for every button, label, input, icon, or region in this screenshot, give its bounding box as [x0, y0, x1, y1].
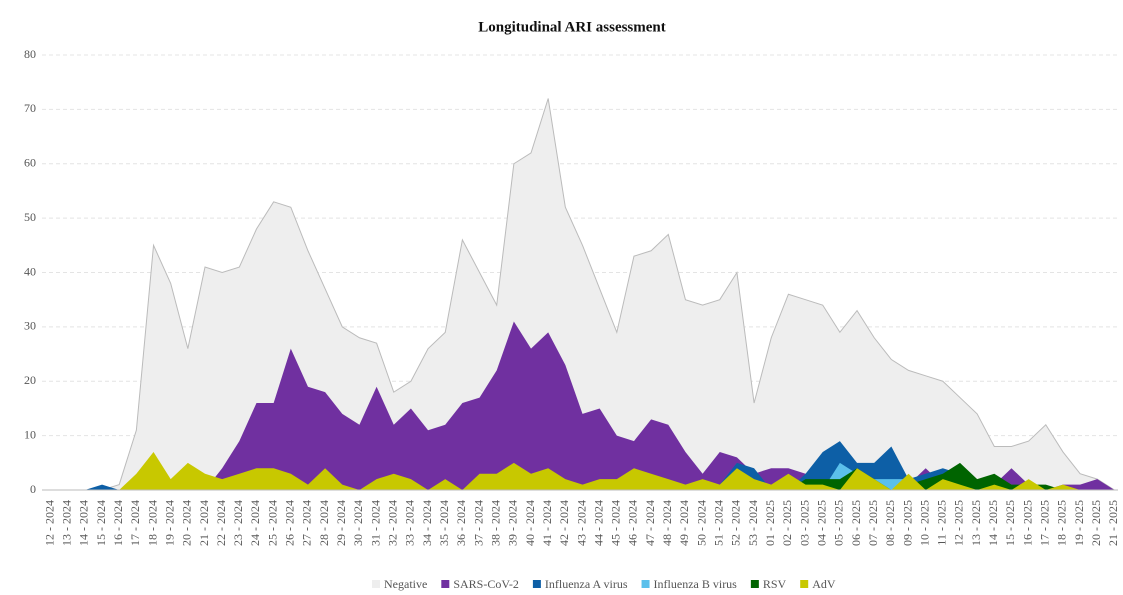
- x-tick-label: 44 - 2024: [591, 500, 605, 546]
- x-tick-label: 46 - 2024: [626, 500, 640, 546]
- legend-label: Influenza B virus: [654, 577, 738, 591]
- x-tick-label: 40 - 2024: [523, 500, 537, 546]
- y-tick-label: 20: [24, 373, 36, 387]
- x-tick-label: 51 - 2024: [712, 500, 726, 546]
- x-tick-label: 13 - 2024: [59, 500, 73, 546]
- x-tick-label: 34 - 2024: [420, 500, 434, 546]
- x-tick-label: 50 - 2024: [694, 500, 708, 546]
- x-tick-label: 37 - 2024: [471, 500, 485, 546]
- x-tick-label: 22 - 2024: [214, 500, 228, 546]
- x-tick-label: 21 - 2025: [1106, 500, 1120, 546]
- legend-swatch: [800, 580, 809, 588]
- x-tick-label: 12 - 2025: [952, 500, 966, 546]
- legend-swatch: [532, 580, 541, 588]
- legend-label: SARS-CoV-2: [453, 577, 519, 591]
- x-tick-label: 27 - 2024: [300, 500, 314, 546]
- x-tick-label: 01 - 2025: [763, 500, 777, 546]
- x-tick-label: 21 - 2024: [197, 500, 211, 546]
- x-tick-label: 16 - 2025: [1020, 500, 1034, 546]
- y-tick-label: 30: [24, 319, 36, 333]
- y-tick-label: 0: [30, 482, 36, 496]
- x-tick-label: 31 - 2024: [368, 500, 382, 546]
- area: [50, 451, 1115, 490]
- x-tick-label: 24 - 2024: [248, 500, 262, 546]
- x-tick-label: 47 - 2024: [643, 500, 657, 546]
- x-tick-label: 33 - 2024: [403, 500, 417, 546]
- x-tick-label: 13 - 2025: [969, 500, 983, 546]
- legend-swatch: [372, 580, 380, 588]
- x-tick-label: 16 - 2024: [111, 500, 125, 546]
- y-tick-label: 50: [24, 210, 36, 224]
- x-tick-label: 23 - 2024: [231, 500, 245, 546]
- y-tick-label: 80: [24, 47, 36, 61]
- x-tick-label: 15 - 2025: [1003, 500, 1017, 546]
- x-tick-label: 10 - 2025: [917, 500, 931, 546]
- x-tick-label: 29 - 2024: [334, 500, 348, 546]
- x-tick-label: 39 - 2024: [506, 500, 520, 546]
- x-tick-label: 15 - 2024: [94, 500, 108, 546]
- x-tick-label: 20 - 2024: [180, 500, 194, 546]
- x-tick-label: 36 - 2024: [454, 500, 468, 546]
- x-tick-label: 09 - 2025: [900, 500, 914, 546]
- legend-swatch: [641, 580, 650, 588]
- x-tick-label: 30 - 2024: [351, 500, 365, 546]
- x-tick-label: 04 - 2025: [814, 500, 828, 546]
- x-tick-label: 17 - 2025: [1038, 500, 1052, 546]
- x-tick-label: 35 - 2024: [437, 500, 451, 546]
- y-tick-label: 40: [24, 264, 36, 278]
- x-tick-label: 45 - 2024: [609, 500, 623, 546]
- x-tick-label: 28 - 2024: [317, 500, 331, 546]
- x-tick-label: 38 - 2024: [488, 500, 502, 546]
- x-tick-label: 05 - 2025: [832, 500, 846, 546]
- x-tick-label: 43 - 2024: [574, 500, 588, 546]
- x-tick-label: 11 - 2025: [935, 500, 949, 546]
- x-tick-label: 20 - 2025: [1089, 500, 1103, 546]
- legend-label: Negative: [384, 577, 427, 591]
- x-tick-label: 49 - 2024: [677, 500, 691, 546]
- y-tick-label: 70: [24, 101, 36, 115]
- x-tick-label: 19 - 2025: [1072, 500, 1086, 546]
- area: [50, 321, 1115, 490]
- x-tick-label: 26 - 2024: [283, 500, 297, 546]
- x-tick-label: 02 - 2025: [780, 500, 794, 546]
- x-tick-label: 06 - 2025: [849, 500, 863, 546]
- x-tick-label: 19 - 2024: [162, 500, 176, 546]
- x-tick-label: 08 - 2025: [883, 500, 897, 546]
- x-tick-label: 41 - 2024: [540, 500, 554, 546]
- x-tick-label: 18 - 2024: [145, 500, 159, 546]
- legend-swatch: [750, 580, 759, 588]
- legend-label: AdV: [812, 577, 836, 591]
- x-tick-label: 52 - 2024: [729, 500, 743, 546]
- x-tick-label: 18 - 2025: [1055, 500, 1069, 546]
- x-tick-label: 03 - 2025: [797, 500, 811, 546]
- x-tick-label: 25 - 2024: [265, 500, 279, 546]
- y-tick-label: 10: [24, 427, 36, 441]
- chart-title: Longitudinal ARI assessment: [478, 19, 666, 35]
- y-tick-label: 60: [24, 156, 36, 170]
- x-tick-label: 53 - 2024: [746, 500, 760, 546]
- x-tick-label: 32 - 2024: [386, 500, 400, 546]
- legend-label: RSV: [763, 577, 787, 591]
- x-tick-label: 48 - 2024: [660, 500, 674, 546]
- x-tick-label: 17 - 2024: [128, 500, 142, 546]
- x-tick-label: 42 - 2024: [557, 500, 571, 546]
- legend-swatch: [441, 580, 450, 588]
- x-tick-label: 07 - 2025: [866, 500, 880, 546]
- legend-label: Influenza A virus: [545, 577, 628, 591]
- x-tick-label: 14 - 2024: [77, 500, 91, 546]
- x-tick-label: 12 - 2024: [42, 500, 56, 546]
- x-tick-label: 14 - 2025: [986, 500, 1000, 546]
